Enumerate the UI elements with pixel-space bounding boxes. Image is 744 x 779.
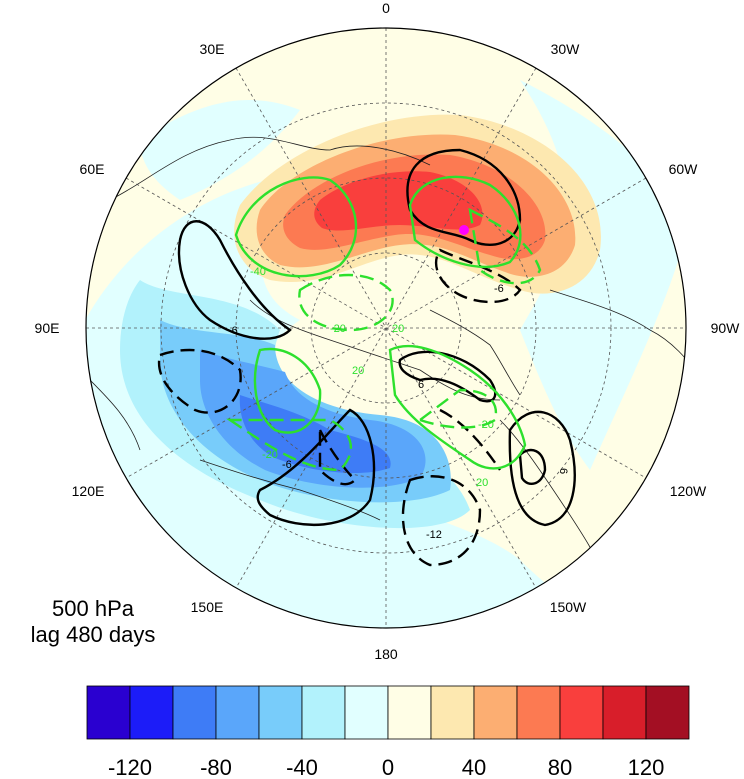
colorbar-cell [172,685,217,740]
black-contour-label: -6 [282,459,292,471]
shade-blue-4 [239,395,391,473]
colorbar-cell [602,685,647,740]
black-contours-negative [157,248,522,567]
graticule [86,28,686,628]
lon-label-30e: 30E [200,41,225,57]
colorbar-cell [473,685,518,740]
green-contour-label: 20 [392,323,404,335]
lon-label-120e: 120E [72,483,105,499]
colorbar [86,685,690,740]
black-contour-label: -6 [228,325,238,337]
colorbar-tick-labels: -120 -80 -40 0 40 80 120 [108,755,664,779]
green-contours-dashed [226,207,542,472]
colorbar-tick-label: -120 [108,755,152,779]
green-contour-label: -20 [262,449,278,461]
colorbar-tick-label: -40 [286,755,318,779]
colorbar-tick-label: 40 [462,755,486,779]
black-contours-positive [177,148,576,527]
black-contour-label: 6 [557,468,569,474]
lon-label-90w: 90W [711,320,741,336]
colorbar-cell [301,685,346,740]
level-label: 500 hPa [52,596,134,621]
green-contour-label: -20 [478,419,494,431]
lon-label-60e: 60E [80,161,105,177]
green-contour-label: -40 [250,266,266,278]
colorbar-cell [86,685,131,740]
colorbar-cell [645,685,690,740]
lon-label-120w: 120W [670,483,707,499]
map-border [85,27,687,629]
lon-label-90e: 90E [35,320,60,336]
colorbar-tick-label: 120 [628,755,665,779]
colorbar-cell [387,685,432,740]
colorbar-cell [129,685,174,740]
shade-light-blue [86,175,610,628]
black-contour-label: 6 [418,379,424,391]
lag-label: lag 480 days [30,622,156,647]
marker-dot [459,225,469,235]
green-contour-label: 20 [352,365,364,377]
colorbar-tick-label: 80 [548,755,572,779]
colorbar-cell [430,685,475,740]
shade-warm-4 [314,171,483,231]
lon-label-150w: 150W [550,599,587,615]
lon-label-180: 180 [374,646,398,662]
green-contour-label: -20 [330,323,346,335]
shade-light-blue-west [140,100,300,200]
colorbar-tick-label: -80 [200,755,232,779]
colorbar-tick-label: 0 [382,755,394,779]
lon-label-0: 0 [382,0,390,16]
lon-label-150e: 150E [191,599,224,615]
green-contour-label: 20 [476,477,488,489]
longitude-labels: 0 30W 60W 90W 120W 150W 180 150E 120E 90… [35,0,741,662]
colorbar-cell [344,685,389,740]
lon-label-30w: 30W [551,41,581,57]
black-contour-label: -6 [494,283,504,295]
black-contour-label: -12 [426,529,442,541]
colorbar-cell [258,685,303,740]
colorbar-cell [516,685,561,740]
green-contours-solid [234,175,527,470]
annotation-text: 500 hPa lag 480 days [0,596,186,648]
contour-labels: -6 -6 -6 6 -12 6 -40 -20 20 -20 20 -20 2… [228,266,569,541]
lon-label-60w: 60W [669,161,699,177]
colorbar-cell [559,685,604,740]
colorbar-cell [215,685,260,740]
